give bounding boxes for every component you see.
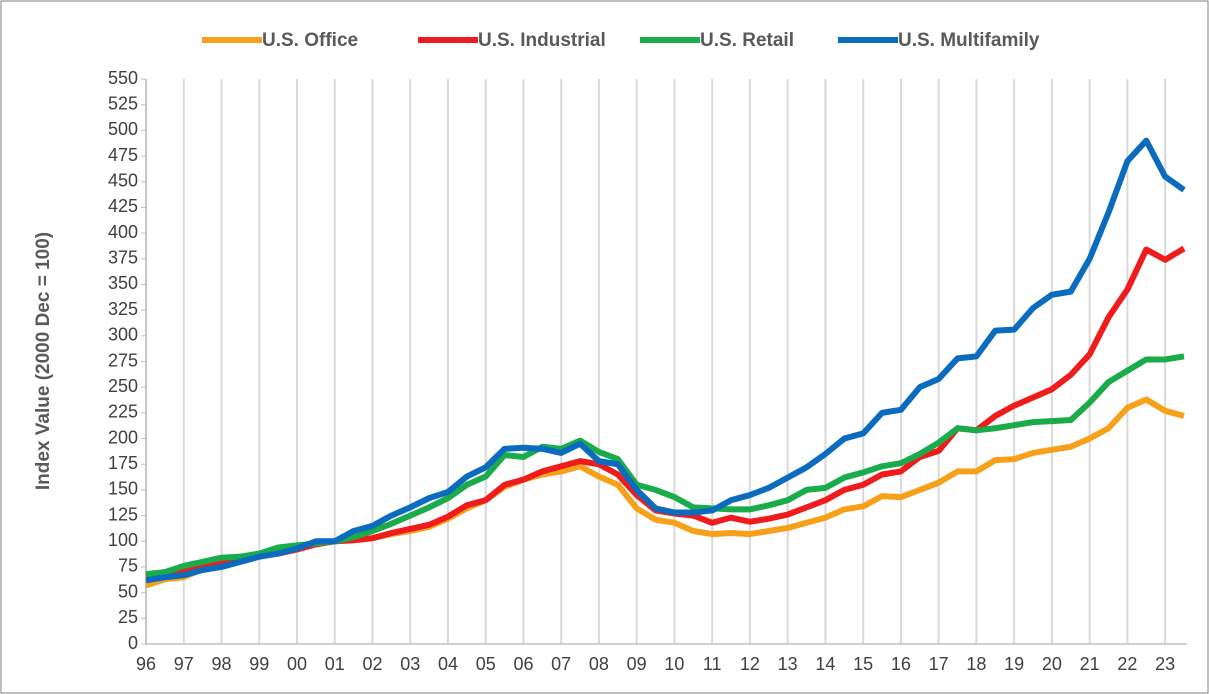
x-tick-label: 16 [891,654,911,674]
y-tick-label: 0 [128,633,138,653]
y-tick-label: 75 [118,556,138,576]
x-tick-label: 15 [853,654,873,674]
x-tick-label: 22 [1117,654,1137,674]
x-tick-label: 14 [815,654,835,674]
x-tick-label: 21 [1080,654,1100,674]
y-tick-label: 225 [108,402,138,422]
x-tick-label: 20 [1042,654,1062,674]
y-tick-label: 250 [108,376,138,396]
y-tick-label: 100 [108,530,138,550]
x-tick-label: 07 [551,654,571,674]
y-tick-label: 475 [108,145,138,165]
x-tick-label: 06 [513,654,533,674]
x-tick-label: 97 [174,654,194,674]
y-tick-label: 200 [108,427,138,447]
x-tick-label: 19 [1004,654,1024,674]
x-tick-label: 01 [325,654,345,674]
x-tick-label: 23 [1155,654,1175,674]
x-tick-label: 96 [136,654,156,674]
legend-label: U.S. Industrial [478,30,606,51]
x-tick-label: 13 [778,654,798,674]
x-tick-label: 05 [476,654,496,674]
x-tick-label: 02 [362,654,382,674]
y-tick-label: 400 [108,222,138,242]
legend-label: U.S. Retail [700,30,794,51]
y-tick-label: 175 [108,453,138,473]
y-tick-label: 125 [108,504,138,524]
y-tick-label: 375 [108,248,138,268]
legend-label: U.S. Multifamily [898,30,1040,51]
y-tick-label: 350 [108,273,138,293]
x-tick-label: 08 [589,654,609,674]
legend-label: U.S. Office [262,30,358,51]
x-tick-label: 09 [627,654,647,674]
x-tick-label: 18 [966,654,986,674]
y-tick-label: 150 [108,479,138,499]
series-line [145,137,1186,584]
y-tick-label: 325 [108,299,138,319]
x-tick-label: 17 [929,654,949,674]
y-tick-label: 25 [118,607,138,627]
y-tick-label: 550 [108,68,138,88]
x-tick-label: 03 [400,654,420,674]
y-tick-label: 425 [108,196,138,216]
y-tick-label: 500 [108,119,138,139]
y-tick-label: 300 [108,325,138,345]
y-tick-label: 50 [118,581,138,601]
x-tick-label: 11 [703,654,722,674]
y-tick-label: 525 [108,93,138,113]
y-tick-label: 275 [108,350,138,370]
x-tick-label: 98 [211,654,231,674]
y-axis-label: Index Value (2000 Dec = 100) [33,232,54,490]
x-tick-label: 04 [438,654,458,674]
x-tick-label: 00 [287,654,307,674]
y-tick-label: 450 [108,170,138,190]
x-tick-label: 12 [740,654,760,674]
x-tick-label: 99 [249,654,269,674]
x-tick-label: 10 [664,654,684,674]
